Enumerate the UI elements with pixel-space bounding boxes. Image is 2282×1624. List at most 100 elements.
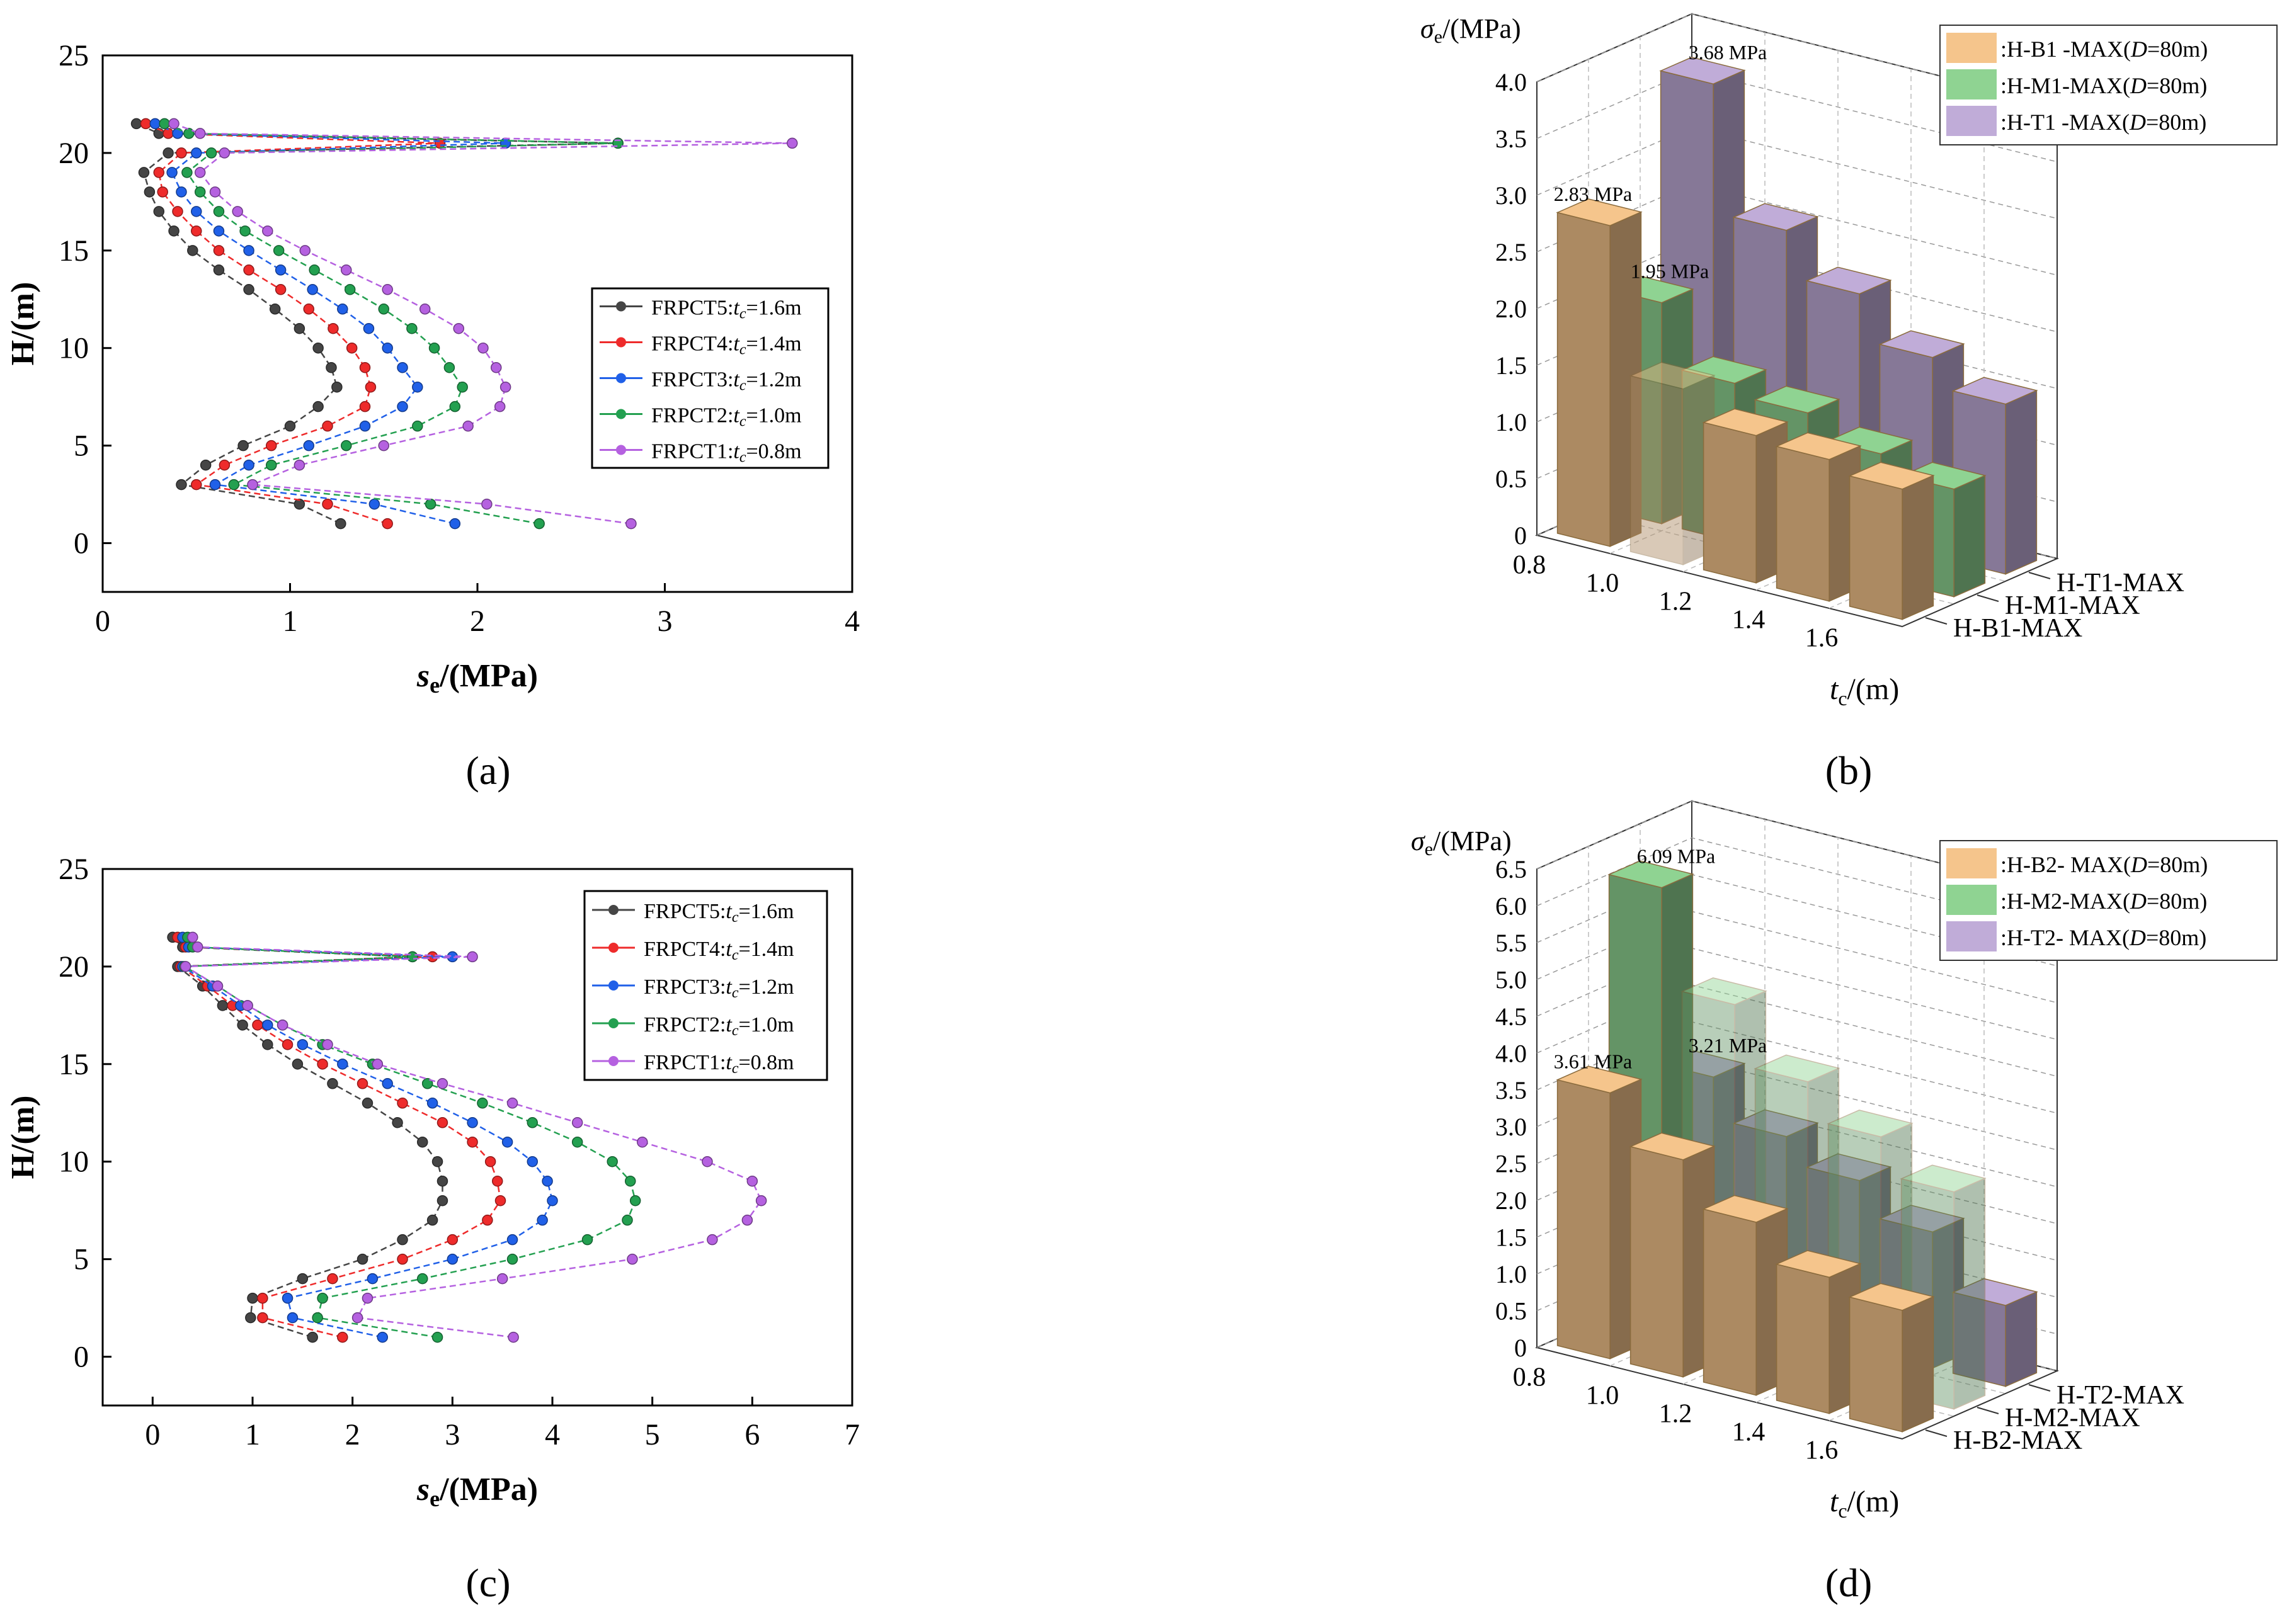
y-tick-label: 0: [74, 1341, 89, 1374]
data-point: [359, 420, 371, 432]
z-tick-label: 6.0: [1495, 892, 1527, 920]
series-line-FRPCT4: [145, 123, 440, 525]
z-tick-label: 5.5: [1495, 929, 1527, 957]
data-point: [176, 479, 187, 491]
category-label: 1.0: [1586, 569, 1619, 598]
legend-entry: :H-T2- MAX(D=80m): [2000, 925, 2206, 950]
data-point: [622, 1214, 633, 1226]
legend-marker: [608, 943, 619, 953]
data-point: [494, 1195, 506, 1207]
category-label: 0.8: [1513, 551, 1546, 580]
data-point: [219, 459, 231, 471]
z-axis-label: σe/(MPa): [1420, 13, 1521, 47]
data-point: [341, 264, 352, 276]
row-label: H-T2-MAX: [2057, 1381, 2184, 1410]
value-annotation: 6.09 MPa: [1637, 844, 1715, 867]
data-point: [252, 1019, 263, 1031]
data-point: [484, 1156, 496, 1167]
x-axis-label: tc/(m): [1830, 1485, 1899, 1522]
bar-top: [1754, 385, 1840, 414]
data-point: [425, 498, 436, 510]
series-line-FRPCT2: [181, 936, 637, 1338]
data-point: [365, 381, 377, 393]
data-point: [243, 459, 254, 471]
data-point: [397, 1234, 408, 1246]
row-tick: [1977, 1407, 1999, 1414]
bar-front: [1776, 1263, 1830, 1414]
data-point: [275, 264, 287, 276]
z-tick-label: 6.5: [1495, 855, 1527, 883]
data-point: [149, 118, 161, 130]
plot-frame: [101, 868, 853, 1407]
bar-H-B1-MAX-1.2: [1702, 408, 1789, 584]
data-point: [176, 186, 187, 198]
bar-top: [1659, 57, 1746, 85]
data-point: [625, 518, 637, 530]
data-point: [191, 225, 202, 237]
data-point: [367, 1273, 379, 1285]
bar-top: [1702, 1195, 1789, 1223]
data-point: [426, 1214, 438, 1226]
legend-entry: FRPCT4:tc=1.4m: [644, 938, 794, 963]
data-point: [372, 1059, 384, 1070]
legend-entry: FRPCT2:tc=1.0m: [651, 404, 802, 430]
data-point: [637, 1136, 648, 1148]
panel-label-c: (c): [465, 1560, 510, 1605]
bar-top: [1951, 1278, 2038, 1306]
data-point: [312, 342, 324, 354]
data-point: [228, 479, 239, 491]
data-point: [243, 284, 254, 295]
data-point: [303, 440, 314, 451]
data-point: [397, 1253, 408, 1265]
data-point: [191, 206, 202, 217]
data-point: [527, 1117, 539, 1128]
data-point: [269, 304, 281, 315]
data-point: [467, 1117, 478, 1128]
data-point: [527, 1156, 539, 1167]
data-point: [247, 1292, 258, 1304]
legend-entry: FRPCT1:tc=0.8m: [651, 440, 802, 466]
z-tick-label: 1.0: [1495, 1260, 1527, 1288]
bar-top: [1827, 426, 1914, 455]
z-tick-label: 4.5: [1495, 1002, 1527, 1031]
data-point: [217, 1000, 229, 1011]
data-point: [191, 479, 202, 491]
bar-front: [1849, 1296, 1903, 1433]
data-point: [266, 440, 277, 451]
data-point: [157, 186, 168, 198]
x-tick-label: 2: [345, 1418, 360, 1451]
data-point: [303, 304, 314, 315]
bar-top: [1848, 1283, 1935, 1311]
data-point: [436, 1117, 448, 1128]
data-point: [378, 304, 389, 315]
row-tick: [1925, 1429, 1948, 1437]
x-tick-label: 7: [845, 1418, 860, 1451]
y-tick-label: 15: [59, 234, 89, 268]
data-point: [262, 1039, 273, 1050]
z-tick-label: 4.0: [1495, 1039, 1527, 1067]
row-label: H-M1-MAX: [2005, 591, 2140, 620]
z-tick-label: 0: [1514, 521, 1527, 550]
bar-front: [1556, 212, 1611, 547]
data-point: [187, 931, 198, 943]
z-tick-label: 0.5: [1495, 465, 1527, 493]
x-tick-label: 5: [645, 1418, 660, 1451]
data-point: [309, 264, 320, 276]
data-point: [140, 118, 152, 130]
x-tick-label: 2: [470, 605, 485, 638]
bar-top: [1848, 462, 1935, 490]
data-point: [447, 1234, 459, 1246]
data-point: [194, 167, 206, 178]
data-point: [317, 1059, 328, 1070]
legend-swatch: [1946, 848, 1997, 878]
row-tick: [2028, 1384, 2051, 1392]
data-point: [382, 342, 393, 354]
chart-d-plot: 0 0.5 1.0 1.5 2.0 2.5 3.0 3.5 4.0 4.5 5.0 5.5 6.0 6.5…: [1411, 800, 2278, 1522]
data-point: [209, 479, 221, 491]
data-point: [702, 1156, 713, 1167]
data-point: [239, 225, 251, 237]
legend-entry: :H-M1-MAX(D=80m): [2000, 73, 2207, 98]
data-point: [571, 1136, 583, 1148]
y-tick-label: 25: [59, 39, 89, 72]
data-point: [542, 1175, 553, 1187]
